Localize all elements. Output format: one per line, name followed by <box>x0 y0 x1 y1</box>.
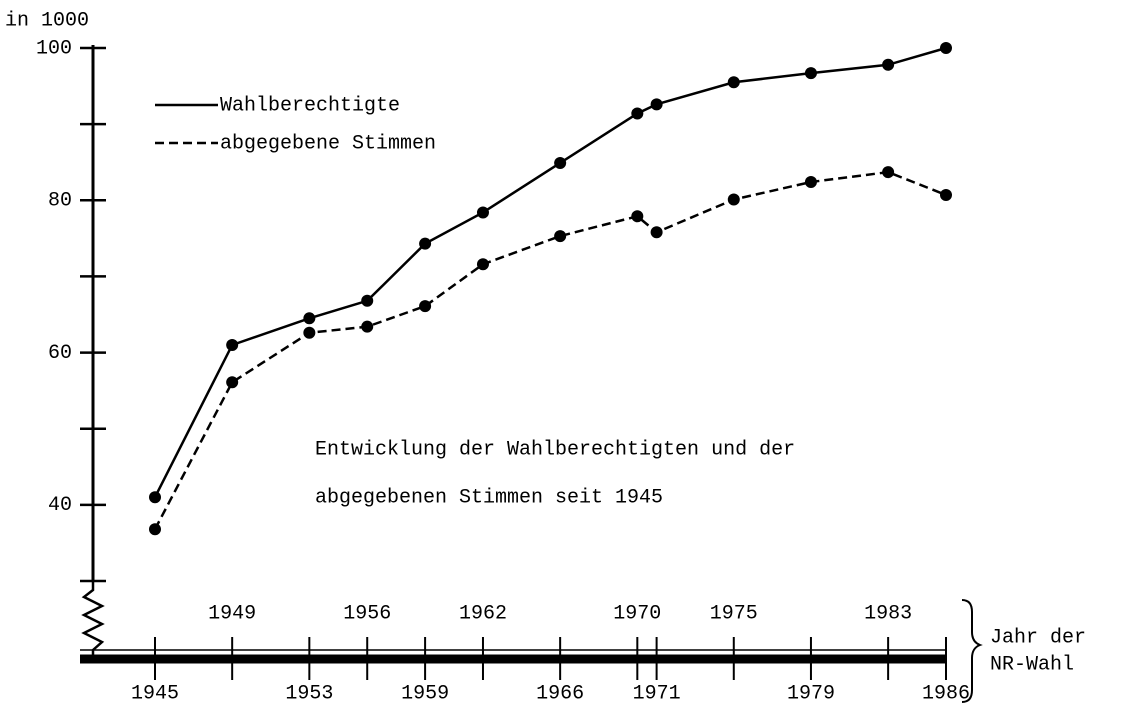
data-point <box>940 42 952 54</box>
data-point <box>303 312 316 325</box>
data-point <box>361 294 374 307</box>
y-tick-label: 60 <box>48 342 72 365</box>
data-point <box>226 376 239 389</box>
x-tick-label: 1949 <box>208 602 256 625</box>
annotation: Entwicklung der Wahlberechtigten und der <box>315 438 795 461</box>
x-tick-label: 1953 <box>285 682 333 705</box>
x-tick-label: 1979 <box>787 682 835 705</box>
data-point <box>882 58 895 71</box>
data-point <box>226 338 239 351</box>
x-tick-label: 1983 <box>864 602 912 625</box>
data-point <box>554 230 567 243</box>
x-tick-label: 1959 <box>401 682 449 705</box>
x-axis-label: Jahr der <box>990 626 1086 649</box>
legend-label: abgegebene Stimmen <box>220 132 436 155</box>
legend-label: Wahlberechtigte <box>220 94 400 117</box>
data-point <box>804 67 817 80</box>
axis-break <box>81 581 105 660</box>
data-point <box>650 98 663 111</box>
x-tick-label: 1962 <box>459 602 507 625</box>
brace <box>961 599 983 703</box>
data-point <box>476 258 489 271</box>
series-line <box>153 170 947 530</box>
data-point <box>303 326 316 339</box>
data-point <box>940 188 952 201</box>
x-tick-label: 1956 <box>343 602 391 625</box>
data-point <box>727 76 740 89</box>
x-tick-label: 1971 <box>633 682 681 705</box>
x-tick-label: 1970 <box>613 602 661 625</box>
x-tick-label: 1966 <box>536 682 584 705</box>
annotation: abgegebenen Stimmen seit 1945 <box>315 486 663 509</box>
data-point <box>361 320 374 333</box>
data-point <box>882 166 895 179</box>
data-point <box>650 226 663 239</box>
data-point <box>631 107 644 120</box>
x-axis-label: NR-Wahl <box>990 653 1074 676</box>
x-tick-label: 1945 <box>131 682 179 705</box>
y-tick-label: 80 <box>48 190 72 213</box>
data-point <box>554 156 567 169</box>
data-point <box>727 193 740 206</box>
y-tick-label: 40 <box>48 494 72 517</box>
data-point <box>419 237 432 250</box>
data-point <box>476 206 489 219</box>
data-point <box>149 523 161 536</box>
data-point <box>419 300 432 313</box>
y-tick-label: 100 <box>36 37 72 60</box>
y-axis-label: in 1000 <box>5 9 89 32</box>
x-tick-label: 1986 <box>922 682 970 705</box>
data-point <box>631 210 644 223</box>
x-tick-label: 1975 <box>710 602 758 625</box>
data-point <box>804 176 817 189</box>
data-point <box>149 491 161 504</box>
